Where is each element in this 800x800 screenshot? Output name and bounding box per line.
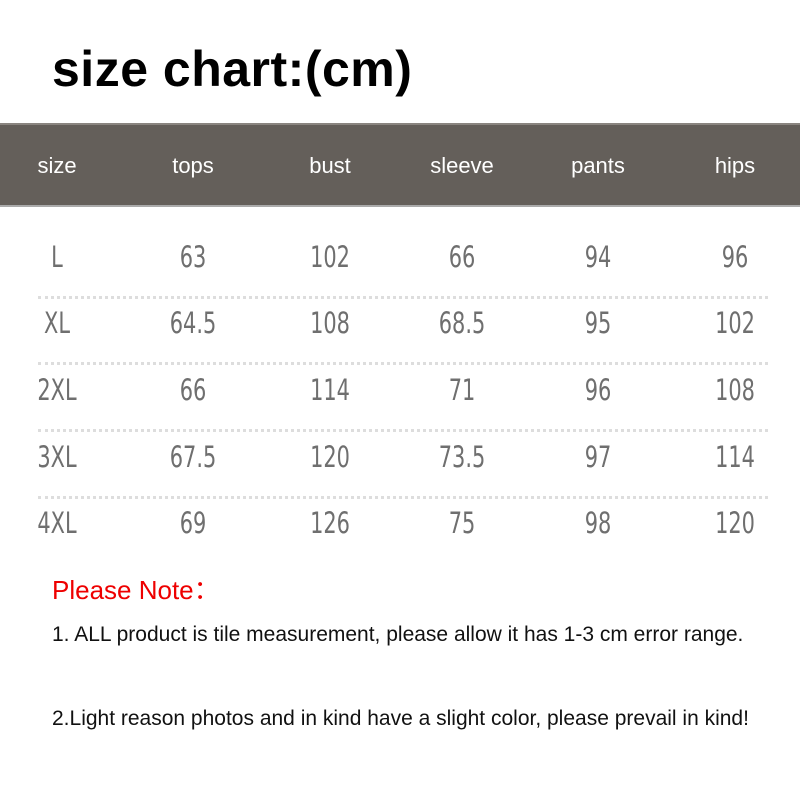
cell-tops: 64.5 [169, 306, 217, 340]
cell-hips: 96 [721, 240, 749, 274]
note-line-1: 1. ALL product is tile measurement, plea… [52, 623, 744, 646]
cell-tops: 66 [179, 373, 207, 407]
cell-hips: 114 [715, 440, 755, 474]
table-row: L 63 102 66 94 96 [0, 227, 800, 287]
cell-size: 4XL [37, 506, 77, 540]
table-row: 2XL 66 114 71 96 108 [0, 360, 800, 420]
cell-hips: 102 [715, 306, 755, 340]
table-header: size tops bust sleeve pants hips [0, 123, 800, 207]
cell-tops: 63 [179, 240, 207, 274]
cell-size: 2XL [37, 373, 77, 407]
cell-tops: 67.5 [169, 440, 217, 474]
cell-bust: 102 [310, 240, 350, 274]
note-title: Please Note： [52, 575, 220, 605]
row-divider [38, 429, 768, 432]
row-divider [38, 496, 768, 499]
cell-size: XL [44, 306, 70, 340]
table-row: 4XL 69 126 75 98 120 [0, 493, 800, 553]
page-title: size chart:(cm) [52, 41, 413, 97]
cell-tops: 69 [179, 506, 207, 540]
cell-pants: 94 [584, 240, 612, 274]
cell-pants: 98 [584, 506, 612, 540]
cell-size: 3XL [37, 440, 77, 474]
column-header-tops: tops [172, 153, 214, 178]
cell-bust: 126 [310, 506, 350, 540]
cell-pants: 97 [584, 440, 612, 474]
cell-sleeve: 75 [448, 506, 476, 540]
cell-bust: 120 [310, 440, 350, 474]
cell-hips: 120 [715, 506, 755, 540]
cell-sleeve: 68.5 [438, 306, 486, 340]
column-header-sleeve: sleeve [430, 153, 494, 178]
cell-sleeve: 73.5 [438, 440, 486, 474]
column-header-bust: bust [309, 153, 351, 178]
cell-bust: 114 [310, 373, 350, 407]
table-row: XL 64.5 108 68.5 95 102 [0, 293, 800, 353]
column-header-hips: hips [714, 153, 756, 178]
cell-pants: 95 [584, 306, 612, 340]
cell-bust: 108 [310, 306, 350, 340]
column-header-size: size [37, 153, 77, 178]
cell-sleeve: 71 [448, 373, 476, 407]
column-header-pants: pants [571, 153, 625, 178]
cell-hips: 108 [715, 373, 755, 407]
cell-sleeve: 66 [448, 240, 476, 274]
table-row: 3XL 67.5 120 73.5 97 114 [0, 427, 800, 487]
cell-size: L [51, 240, 63, 274]
row-divider [38, 362, 768, 365]
note-line-2: 2.Light reason photos and in kind have a… [52, 707, 749, 730]
row-divider [38, 296, 768, 299]
cell-pants: 96 [584, 373, 612, 407]
